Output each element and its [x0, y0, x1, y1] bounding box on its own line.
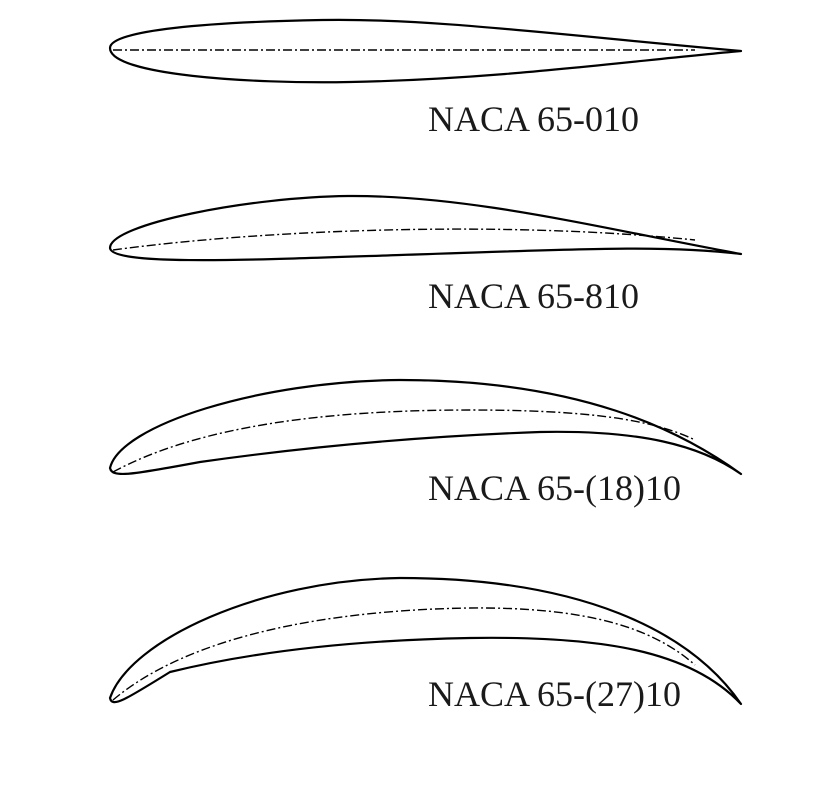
airfoil-label: NACA 65-010: [428, 99, 640, 139]
airfoil-65-810: [108, 194, 743, 262]
airfoil-label: NACA 65-(27)10: [428, 674, 681, 714]
airfoil-65-18-10-outline: [108, 378, 743, 476]
airfoil-65-810-outline: [108, 194, 743, 262]
airfoil-65-18-10-camber-line: [112, 409, 696, 473]
airfoil-65-27-10-camber-line: [112, 607, 696, 701]
airfoil-65-27-10-outline: [108, 576, 743, 706]
airfoil-65-18-10: [108, 378, 743, 476]
airfoil-65-010-outline: [108, 18, 743, 84]
airfoil-label: NACA 65-810: [428, 276, 640, 316]
airfoil-65-010: [108, 18, 743, 84]
airfoil-label: NACA 65-(18)10: [428, 468, 681, 508]
airfoil-65-810-camber-line: [112, 228, 696, 251]
airfoil-65-27-10: [108, 576, 743, 706]
